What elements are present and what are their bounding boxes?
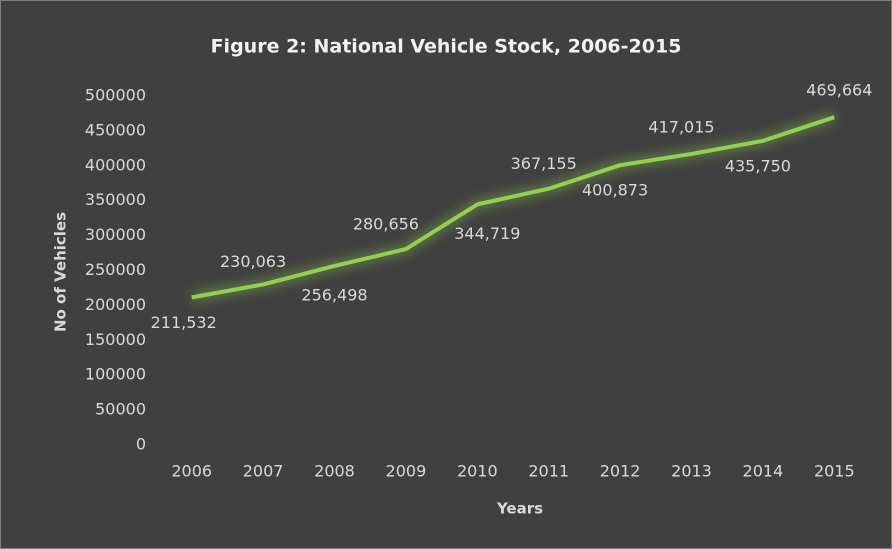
data-label: 469,664 <box>806 81 872 100</box>
y-tick-label: 0 <box>136 435 146 454</box>
y-axis-label: No of Vehicles <box>52 212 70 332</box>
x-tick-label: 2009 <box>386 462 427 481</box>
y-tick-label: 400000 <box>85 155 146 174</box>
y-tick-label: 500000 <box>85 86 146 105</box>
x-tick-label: 2007 <box>243 462 284 481</box>
data-label: 417,015 <box>648 117 714 136</box>
y-tick-label: 100000 <box>85 365 146 384</box>
x-tick-label: 2014 <box>743 462 784 481</box>
data-line <box>191 115 835 300</box>
x-axis-label: Years <box>496 500 543 518</box>
data-label: 230,063 <box>220 252 286 271</box>
data-label: 344,719 <box>454 224 520 243</box>
y-tick-label: 50000 <box>95 400 146 419</box>
y-tick-label: 450000 <box>85 120 146 139</box>
data-label: 280,656 <box>353 215 419 234</box>
x-tick-label: 2013 <box>671 462 712 481</box>
x-tick-label: 2010 <box>457 462 498 481</box>
x-tick-label: 2008 <box>314 462 355 481</box>
x-tick-label: 2015 <box>814 462 855 481</box>
data-label: 256,498 <box>301 285 367 304</box>
y-tick-label: 150000 <box>85 330 146 349</box>
data-label: 400,873 <box>582 181 648 200</box>
y-tick-label: 300000 <box>85 225 146 244</box>
y-tick-label: 200000 <box>85 295 146 314</box>
x-tick-label: 2006 <box>171 462 212 481</box>
plot-area: 0 50000 100000 150000 200000 250000 300000 3500… <box>85 81 872 481</box>
data-label: 435,750 <box>725 156 791 175</box>
chart-title: Figure 2: National Vehicle Stock, 2006-2… <box>211 36 682 58</box>
data-label: 211,532 <box>151 313 217 332</box>
x-tick-label: 2012 <box>600 462 641 481</box>
y-tick-label: 350000 <box>85 190 146 209</box>
y-tick-label: 250000 <box>85 260 146 279</box>
data-label: 367,155 <box>511 154 577 173</box>
x-tick-label: 2011 <box>528 462 569 481</box>
